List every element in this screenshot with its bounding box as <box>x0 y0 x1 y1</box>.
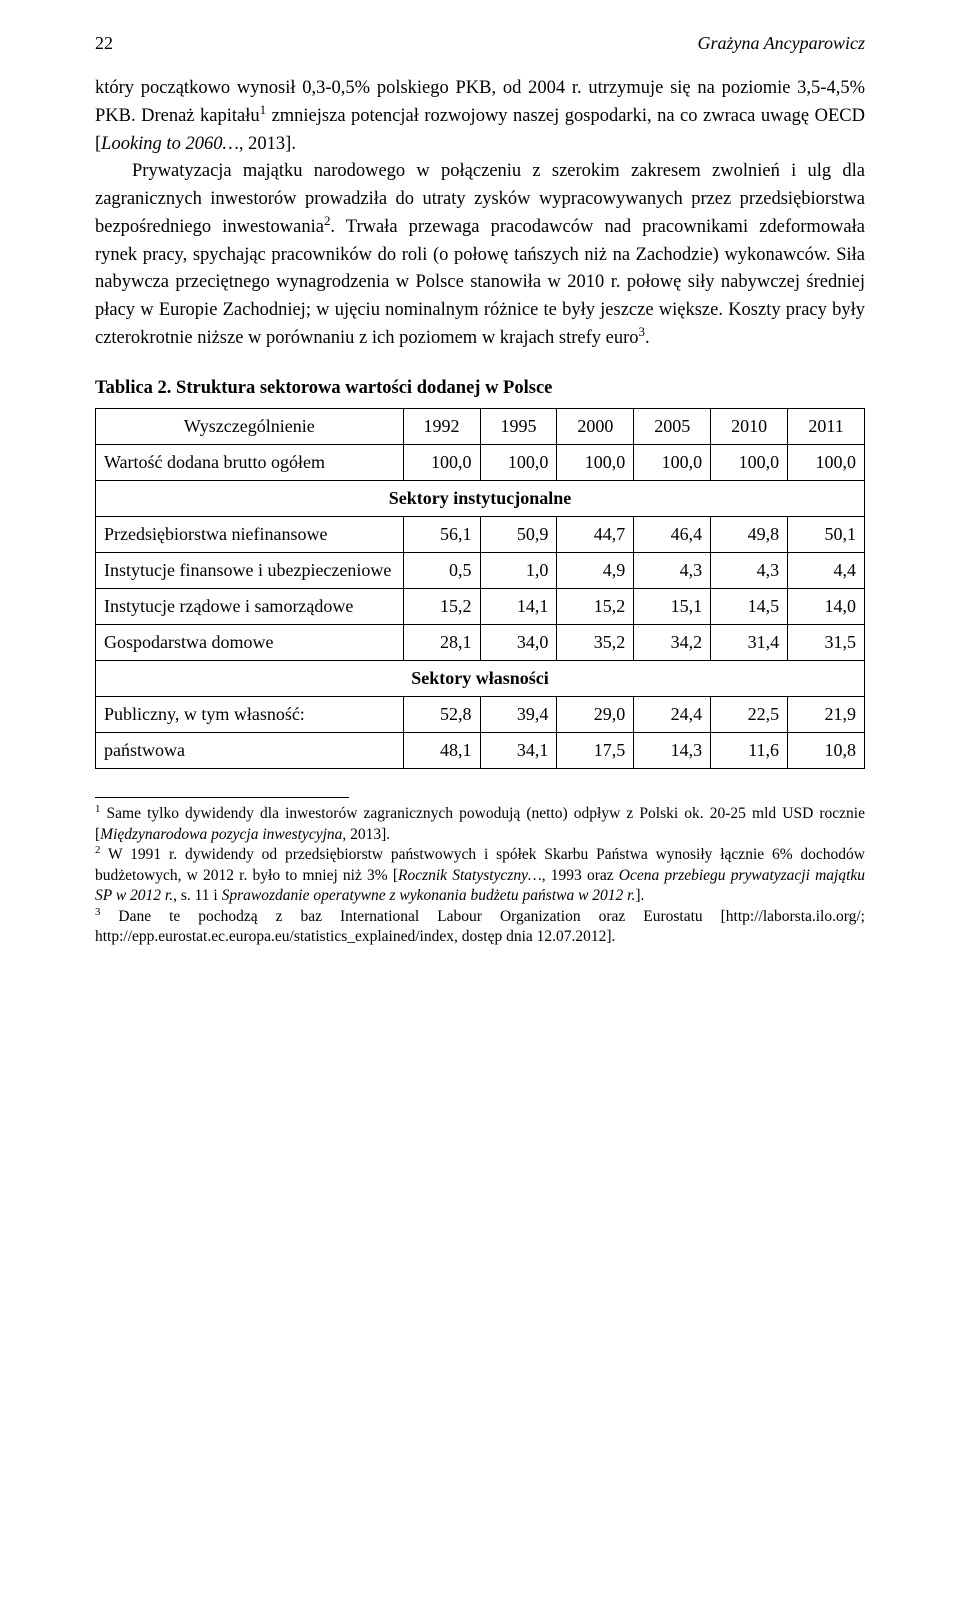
table-cell: 4,3 <box>711 553 788 589</box>
page-number: 22 <box>95 30 113 57</box>
body-text: który początkowo wynosił 0,3-0,5% polski… <box>95 75 865 353</box>
text: , 2013]. <box>239 134 296 154</box>
table-cell: 4,3 <box>634 553 711 589</box>
table-cell: Wartość dodana brutto ogółem <box>96 445 404 481</box>
table-cell: 24,4 <box>634 697 711 733</box>
text-italic: Rocznik Statystyczny… <box>398 867 542 884</box>
table-cell: 44,7 <box>557 517 634 553</box>
table-row: Przedsiębiorstwa niefinansowe 56,1 50,9 … <box>96 517 865 553</box>
table-cell: 39,4 <box>480 697 557 733</box>
table-row: Instytucje finansowe i ubezpieczeniowe 0… <box>96 553 865 589</box>
text: Dane te pochodzą z baz International Lab… <box>95 908 865 945</box>
table-row: Publiczny, w tym własność: 52,8 39,4 29,… <box>96 697 865 733</box>
page-author: Grażyna Ancyparowicz <box>698 30 865 57</box>
table-row: Wartość dodana brutto ogółem 100,0 100,0… <box>96 445 865 481</box>
table-cell: 52,8 <box>403 697 480 733</box>
table-cell: 28,1 <box>403 625 480 661</box>
footnotes: 1 Same tylko dywidendy dla inwestorów za… <box>95 804 865 947</box>
table-header: 1995 <box>480 409 557 445</box>
table-cell: 14,0 <box>788 589 865 625</box>
text-italic: Looking to 2060… <box>101 134 239 154</box>
table-header: 1992 <box>403 409 480 445</box>
page-header: 22 Grażyna Ancyparowicz <box>95 30 865 57</box>
table-cell: 100,0 <box>788 445 865 481</box>
table-section-label: Sektory instytucjonalne <box>96 481 865 517</box>
text: , 1993 oraz <box>542 867 619 884</box>
table-section-label: Sektory własności <box>96 661 865 697</box>
table-cell: 46,4 <box>634 517 711 553</box>
table-section-row: Sektory instytucjonalne <box>96 481 865 517</box>
table-cell: 34,1 <box>480 733 557 769</box>
table-cell: 100,0 <box>634 445 711 481</box>
table-row: Instytucje rządowe i samorządowe 15,2 14… <box>96 589 865 625</box>
table-cell: Instytucje finansowe i ubezpieczeniowe <box>96 553 404 589</box>
table-cell: 49,8 <box>711 517 788 553</box>
table-header: 2000 <box>557 409 634 445</box>
table-header-row: Wyszczególnienie 1992 1995 2000 2005 201… <box>96 409 865 445</box>
table-cell: 50,9 <box>480 517 557 553</box>
table-cell: 15,2 <box>403 589 480 625</box>
table-cell: 34,2 <box>634 625 711 661</box>
footnote-separator <box>95 797 349 798</box>
paragraph-2: Prywatyzacja majątku narodowego w połącz… <box>95 158 865 352</box>
table-cell: 100,0 <box>557 445 634 481</box>
table-header: 2011 <box>788 409 865 445</box>
table-cell: 48,1 <box>403 733 480 769</box>
table-cell: 4,9 <box>557 553 634 589</box>
text-italic: Międzynarodowa pozycja inwestycyjna <box>100 826 342 843</box>
data-table: Wyszczególnienie 1992 1995 2000 2005 201… <box>95 408 865 769</box>
table-cell: 4,4 <box>788 553 865 589</box>
footnote-2: 2 W 1991 r. dywidendy od przedsiębiorstw… <box>95 845 865 906</box>
text: ]. <box>635 887 644 904</box>
table-cell: 0,5 <box>403 553 480 589</box>
table-cell: 31,5 <box>788 625 865 661</box>
table-cell: 21,9 <box>788 697 865 733</box>
paragraph-1: który początkowo wynosił 0,3-0,5% polski… <box>95 75 865 158</box>
footnote-3: 3 Dane te pochodzą z baz International L… <box>95 907 865 948</box>
table-cell: 1,0 <box>480 553 557 589</box>
table-cell: Instytucje rządowe i samorządowe <box>96 589 404 625</box>
table-header: 2005 <box>634 409 711 445</box>
table-cell: 29,0 <box>557 697 634 733</box>
table-cell: Gospodarstwa domowe <box>96 625 404 661</box>
table-cell: 11,6 <box>711 733 788 769</box>
table-cell: 35,2 <box>557 625 634 661</box>
table-cell: 50,1 <box>788 517 865 553</box>
table-cell: Przedsiębiorstwa niefinansowe <box>96 517 404 553</box>
table-header: 2010 <box>711 409 788 445</box>
table-cell: 56,1 <box>403 517 480 553</box>
table-row: państwowa 48,1 34,1 17,5 14,3 11,6 10,8 <box>96 733 865 769</box>
table-cell: 34,0 <box>480 625 557 661</box>
text: , 2013]. <box>342 826 390 843</box>
table-cell: 31,4 <box>711 625 788 661</box>
table-cell: Publiczny, w tym własność: <box>96 697 404 733</box>
table-cell: 100,0 <box>711 445 788 481</box>
text: . <box>645 328 650 348</box>
table-cell: 100,0 <box>480 445 557 481</box>
table-cell: 14,5 <box>711 589 788 625</box>
table-cell: 15,1 <box>634 589 711 625</box>
table-cell: państwowa <box>96 733 404 769</box>
table-cell: 14,3 <box>634 733 711 769</box>
table-cell: 14,1 <box>480 589 557 625</box>
table-section-row: Sektory własności <box>96 661 865 697</box>
table-header: Wyszczególnienie <box>96 409 404 445</box>
table-caption: Tablica 2. Struktura sektorowa wartości … <box>95 375 865 403</box>
table-cell: 100,0 <box>403 445 480 481</box>
table-cell: 22,5 <box>711 697 788 733</box>
text: , s. 11 i <box>173 887 222 904</box>
footnote-1: 1 Same tylko dywidendy dla inwestorów za… <box>95 804 865 845</box>
text-italic: Sprawozdanie operatywne z wykonania budż… <box>222 887 636 904</box>
table-cell: 10,8 <box>788 733 865 769</box>
table-cell: 17,5 <box>557 733 634 769</box>
table-row: Gospodarstwa domowe 28,1 34,0 35,2 34,2 … <box>96 625 865 661</box>
table-cell: 15,2 <box>557 589 634 625</box>
